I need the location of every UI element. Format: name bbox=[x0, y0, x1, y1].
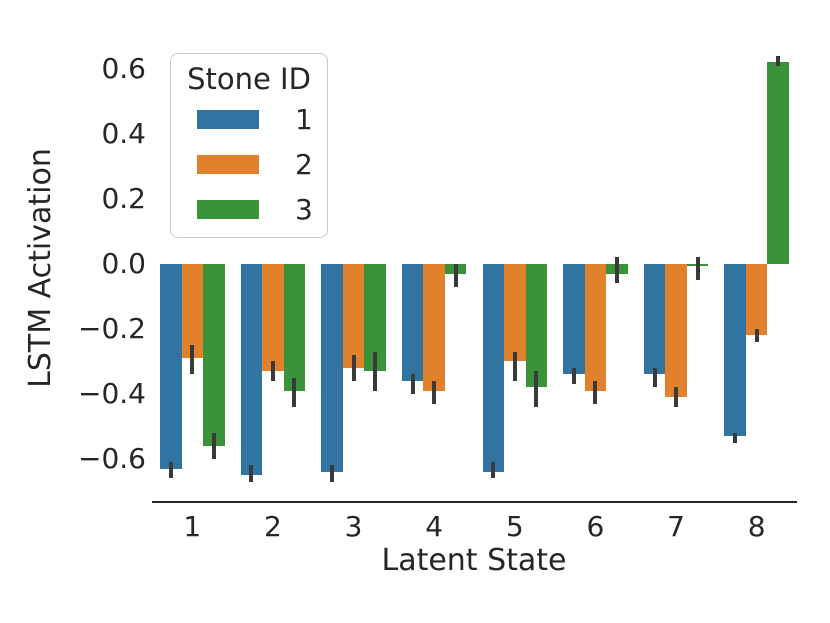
bar-state1-stone3 bbox=[203, 263, 225, 446]
x-tick-label: 2 bbox=[264, 510, 282, 543]
error-bar-state6-stone1 bbox=[571, 367, 576, 385]
x-tick-label: 5 bbox=[505, 510, 524, 543]
bar-state2-stone1 bbox=[240, 263, 263, 475]
error-bar-state8-stone3 bbox=[776, 55, 781, 66]
error-bar-state3-stone3 bbox=[373, 351, 378, 391]
y-tick-label: −0.4 bbox=[78, 376, 146, 410]
bar-state6-stone2 bbox=[584, 263, 607, 391]
y-tick-label: 0.6 bbox=[101, 51, 146, 85]
error-bar-state4-stone3 bbox=[453, 263, 458, 287]
error-bar-state7-stone3 bbox=[695, 257, 700, 281]
error-bar-state5-stone1 bbox=[491, 462, 496, 479]
error-bar-state7-stone2 bbox=[674, 387, 679, 407]
legend-swatch-icon bbox=[197, 110, 259, 129]
x-tick-label: 8 bbox=[747, 510, 766, 543]
error-bar-state7-stone1 bbox=[652, 367, 657, 388]
error-bar-state8-stone2 bbox=[754, 328, 759, 342]
error-bar-state6-stone2 bbox=[593, 380, 598, 404]
bar-state4-stone2 bbox=[423, 263, 445, 391]
y-tick-label: −0.6 bbox=[78, 441, 146, 475]
x-axis-label: Latent State bbox=[381, 543, 567, 578]
legend-entry-label: 1 bbox=[295, 103, 313, 136]
bar-state8-stone3 bbox=[767, 62, 789, 264]
bar-state3-stone1 bbox=[321, 263, 343, 472]
bar-state2-stone2 bbox=[262, 263, 284, 372]
legend: Stone ID 1 2 3 bbox=[170, 53, 328, 238]
error-bar-state2-stone2 bbox=[270, 361, 275, 381]
bar-state4-stone1 bbox=[401, 263, 424, 381]
error-bar-state4-stone1 bbox=[410, 374, 415, 394]
bar-state7-stone1 bbox=[643, 263, 666, 375]
legend-entry-label: 3 bbox=[295, 193, 313, 226]
error-bar-state3-stone1 bbox=[330, 465, 335, 482]
legend-title: Stone ID bbox=[187, 62, 311, 96]
bar-state3-stone2 bbox=[342, 263, 365, 368]
legend-entries: 1 2 3 bbox=[171, 97, 327, 232]
error-bar-state4-stone2 bbox=[432, 380, 437, 404]
plot-area bbox=[152, 30, 797, 503]
legend-entry-stone-1: 1 bbox=[171, 97, 327, 142]
y-tick-label: −0.2 bbox=[78, 311, 146, 345]
error-bar-state5-stone3 bbox=[534, 371, 539, 407]
x-tick-label: 6 bbox=[586, 510, 605, 543]
y-tick-label: 0.4 bbox=[101, 116, 146, 150]
x-tick-label: 4 bbox=[425, 510, 444, 543]
bar-state5-stone2 bbox=[504, 263, 526, 362]
error-bar-state2-stone3 bbox=[292, 377, 297, 407]
legend-swatch-icon bbox=[197, 155, 259, 174]
y-tick-label: 0.0 bbox=[101, 246, 146, 280]
bar-state3-stone3 bbox=[364, 263, 386, 372]
bar-state5-stone3 bbox=[525, 263, 548, 388]
error-bar-state8-stone1 bbox=[733, 432, 738, 443]
x-tick-label: 1 bbox=[183, 510, 202, 543]
bar-state2-stone3 bbox=[283, 263, 306, 391]
bar-state8-stone1 bbox=[724, 263, 746, 437]
bar-state5-stone1 bbox=[482, 263, 505, 472]
y-tick-label: 0.2 bbox=[101, 181, 146, 215]
error-bar-state3-stone2 bbox=[351, 354, 356, 381]
x-tick-label: 7 bbox=[667, 510, 685, 543]
error-bar-state5-stone2 bbox=[512, 351, 517, 381]
error-bar-state1-stone2 bbox=[190, 345, 195, 375]
bar-state1-stone2 bbox=[181, 263, 204, 359]
bar-state7-stone2 bbox=[665, 263, 687, 398]
legend-entry-label: 2 bbox=[295, 148, 313, 181]
legend-entry-stone-2: 2 bbox=[171, 142, 327, 187]
legend-entry-stone-3: 3 bbox=[171, 187, 327, 232]
x-tick-label: 3 bbox=[344, 510, 363, 543]
legend-swatch-icon bbox=[197, 200, 259, 219]
error-bar-state1-stone3 bbox=[211, 432, 216, 459]
bar-state8-stone2 bbox=[745, 263, 768, 336]
error-bar-state6-stone3 bbox=[614, 257, 619, 284]
error-bar-state2-stone1 bbox=[249, 465, 254, 482]
bar-state1-stone1 bbox=[160, 263, 182, 469]
error-bar-state1-stone1 bbox=[168, 462, 173, 479]
bar-state6-stone1 bbox=[563, 263, 585, 375]
